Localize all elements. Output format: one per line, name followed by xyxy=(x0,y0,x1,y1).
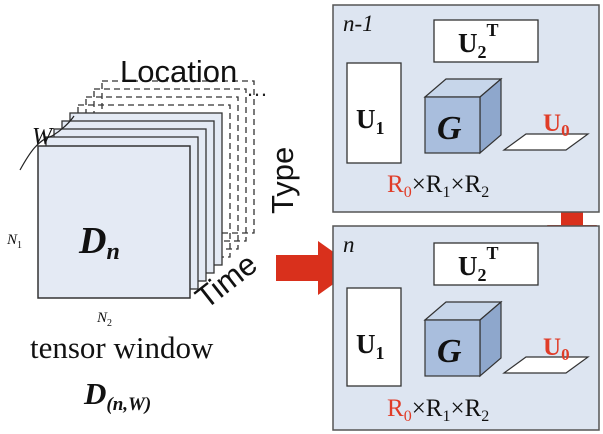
window-brace xyxy=(19,115,75,171)
u2-label: U2T xyxy=(458,243,499,285)
window-width-label: W xyxy=(32,124,54,150)
rank-label: R0×R1×R2 xyxy=(387,171,489,201)
u0-label: U0 xyxy=(543,334,570,364)
panel-label: n-1 xyxy=(343,11,374,36)
panel-current: n U2T U1 G U0 R0×R1×R2 xyxy=(332,225,600,431)
u2-label: U2T xyxy=(458,20,499,62)
core-tensor-label: G xyxy=(437,110,462,147)
axis-label-location: Location xyxy=(120,54,237,89)
u0-plane xyxy=(502,356,590,374)
axis-label-type: Type xyxy=(265,147,300,214)
core-tensor-front xyxy=(424,96,481,154)
u2-box xyxy=(433,242,539,286)
u1-label: U1 xyxy=(356,104,385,138)
tensor-window-caption: tensor window xyxy=(30,330,214,365)
dim-label-n2: N2 xyxy=(96,310,112,329)
u2-box xyxy=(433,19,539,63)
u1-label: U1 xyxy=(356,329,385,363)
u0-label: U0 xyxy=(543,110,570,140)
panel-label: n xyxy=(343,232,355,257)
u1-box xyxy=(346,287,402,387)
u0-plane xyxy=(502,133,590,151)
panel-previous: n-1 U2T U1 G U0 R0×R1×R2 xyxy=(332,4,600,213)
core-tensor-front xyxy=(424,319,481,377)
u1-box xyxy=(346,62,402,164)
tensor-window-symbol: D(n,W) xyxy=(83,376,151,415)
core-tensor-label: G xyxy=(437,333,462,370)
dim-label-n1: N1 xyxy=(6,232,22,251)
location-ellipsis: … xyxy=(246,76,268,101)
tensor-slice-front xyxy=(37,145,191,299)
tensor-window: … Location Type Time W N1 N2 Dn xyxy=(6,54,300,329)
tensor-slice-label: Dn xyxy=(78,220,120,265)
rank-label: R0×R1×R2 xyxy=(387,395,489,425)
